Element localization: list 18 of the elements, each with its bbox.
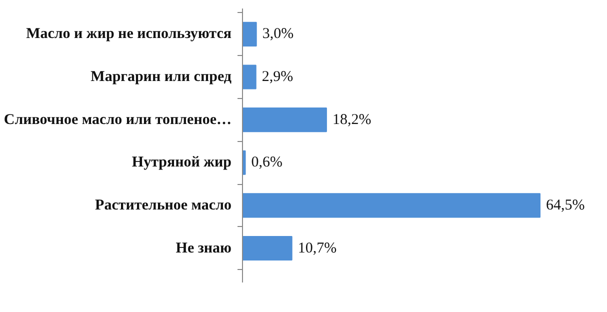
y-tick-label: Маргарин или спред xyxy=(90,69,232,85)
bar xyxy=(242,150,246,175)
data-label: 3,0% xyxy=(262,26,294,42)
bar xyxy=(242,64,256,90)
data-label: 10,7% xyxy=(298,240,337,256)
y-tick-label: Нутряной жир xyxy=(132,154,232,171)
y-tick-label: Сливочное масло или топленое… xyxy=(4,112,232,128)
bar xyxy=(242,236,292,261)
bar xyxy=(242,108,327,132)
y-tick-label: Растительное масло xyxy=(95,197,232,214)
bar xyxy=(242,22,257,46)
y-tick-label: Масло и жир не используются xyxy=(26,26,232,42)
data-label: 18,2% xyxy=(332,112,372,128)
bar xyxy=(242,193,540,218)
data-label: 2,9% xyxy=(262,69,294,85)
data-label: 0,6% xyxy=(251,154,283,171)
y-tick-label: Не знаю xyxy=(176,240,232,256)
data-label: 64,5% xyxy=(546,197,585,214)
